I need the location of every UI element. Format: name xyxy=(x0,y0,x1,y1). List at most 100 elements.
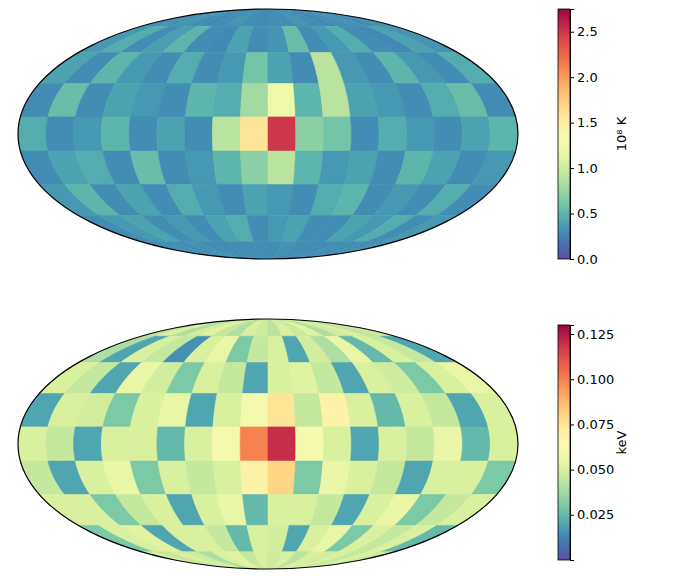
colorbar-group: 0.0250.0500.0750.1000.125keV xyxy=(558,325,629,561)
cell xyxy=(185,461,217,494)
cell xyxy=(268,184,293,215)
cell xyxy=(46,427,76,461)
cell xyxy=(198,9,268,26)
tick-label: 0.125 xyxy=(577,327,614,342)
tick-mark xyxy=(570,77,574,78)
cell xyxy=(254,552,268,569)
tick-mark xyxy=(570,470,574,471)
cell xyxy=(437,363,497,394)
cell xyxy=(18,427,48,461)
cell xyxy=(488,427,518,461)
tick: 0.0 xyxy=(570,252,598,267)
cell xyxy=(268,319,395,336)
cell xyxy=(198,242,268,259)
cell xyxy=(212,427,240,461)
cell xyxy=(254,319,268,336)
cell xyxy=(406,117,435,151)
tick-label: 1.5 xyxy=(577,115,598,130)
cell xyxy=(293,151,323,184)
tick-mark xyxy=(570,168,574,169)
cell xyxy=(293,84,323,117)
cells xyxy=(18,9,518,259)
cell xyxy=(433,117,462,151)
cell xyxy=(213,84,243,117)
cell xyxy=(268,53,293,84)
cell xyxy=(141,9,268,26)
cell xyxy=(268,552,381,569)
tick: 2.5 xyxy=(570,24,598,39)
tick-mark xyxy=(570,334,574,335)
cell xyxy=(381,26,458,52)
cell xyxy=(46,117,76,151)
sky-map xyxy=(18,319,518,569)
cell xyxy=(226,552,268,569)
cell xyxy=(323,117,351,151)
cell xyxy=(217,53,247,84)
cell xyxy=(226,319,268,336)
cell xyxy=(240,394,268,427)
cell xyxy=(226,242,268,259)
cell xyxy=(461,117,491,151)
cell xyxy=(155,242,268,259)
cell xyxy=(381,336,458,362)
cell xyxy=(183,242,268,259)
tick: 0.125 xyxy=(570,327,614,342)
cell xyxy=(268,9,395,26)
cell xyxy=(141,319,268,336)
cell xyxy=(213,394,243,427)
cell xyxy=(268,461,296,494)
cell xyxy=(268,552,395,569)
cell xyxy=(240,427,268,461)
sky-map xyxy=(18,9,518,259)
cell xyxy=(155,9,268,26)
cell xyxy=(247,336,268,362)
cell xyxy=(74,117,103,151)
cells xyxy=(18,319,518,569)
cell xyxy=(268,319,381,336)
cell xyxy=(240,552,268,569)
cell xyxy=(129,117,158,151)
tick-label: 1.0 xyxy=(577,161,598,176)
colorbar-axis: 0.0250.0500.0750.1000.125 xyxy=(570,326,614,561)
cell xyxy=(217,184,247,215)
cell xyxy=(293,461,323,494)
tick: 0.050 xyxy=(570,462,614,477)
tick: 1.5 xyxy=(570,115,598,130)
tick: 0.100 xyxy=(570,372,614,387)
cell xyxy=(185,151,217,184)
cell xyxy=(247,26,268,52)
cell xyxy=(323,427,351,461)
cell xyxy=(268,427,296,461)
cell xyxy=(157,117,186,151)
colorbar xyxy=(558,9,570,259)
cell xyxy=(240,84,268,117)
cell xyxy=(18,117,48,151)
cell xyxy=(198,552,268,569)
cell xyxy=(437,494,497,525)
cell xyxy=(185,394,217,427)
cell xyxy=(183,552,268,569)
cell xyxy=(243,184,268,215)
tick-mark xyxy=(570,515,574,516)
colorbar-group: 0.00.51.01.52.02.510⁸ K xyxy=(558,9,629,267)
cell xyxy=(268,394,296,427)
tick-label: 0.0 xyxy=(577,252,598,267)
cell xyxy=(217,494,247,525)
tick-mark xyxy=(570,214,574,215)
cell xyxy=(268,9,381,26)
cell xyxy=(243,363,268,394)
cell xyxy=(406,427,435,461)
cell xyxy=(183,9,268,26)
cell xyxy=(243,53,268,84)
cell xyxy=(155,552,268,569)
cell xyxy=(185,117,213,151)
colorbar-label: 10⁸ K xyxy=(614,116,629,151)
cell xyxy=(101,117,130,151)
cell xyxy=(433,427,462,461)
cell xyxy=(268,84,296,117)
cell xyxy=(247,525,268,551)
cell xyxy=(213,461,243,494)
cell xyxy=(351,427,380,461)
tick-label: 0.5 xyxy=(577,206,598,221)
colorbar-axis: 0.00.51.01.52.02.5 xyxy=(570,10,598,267)
